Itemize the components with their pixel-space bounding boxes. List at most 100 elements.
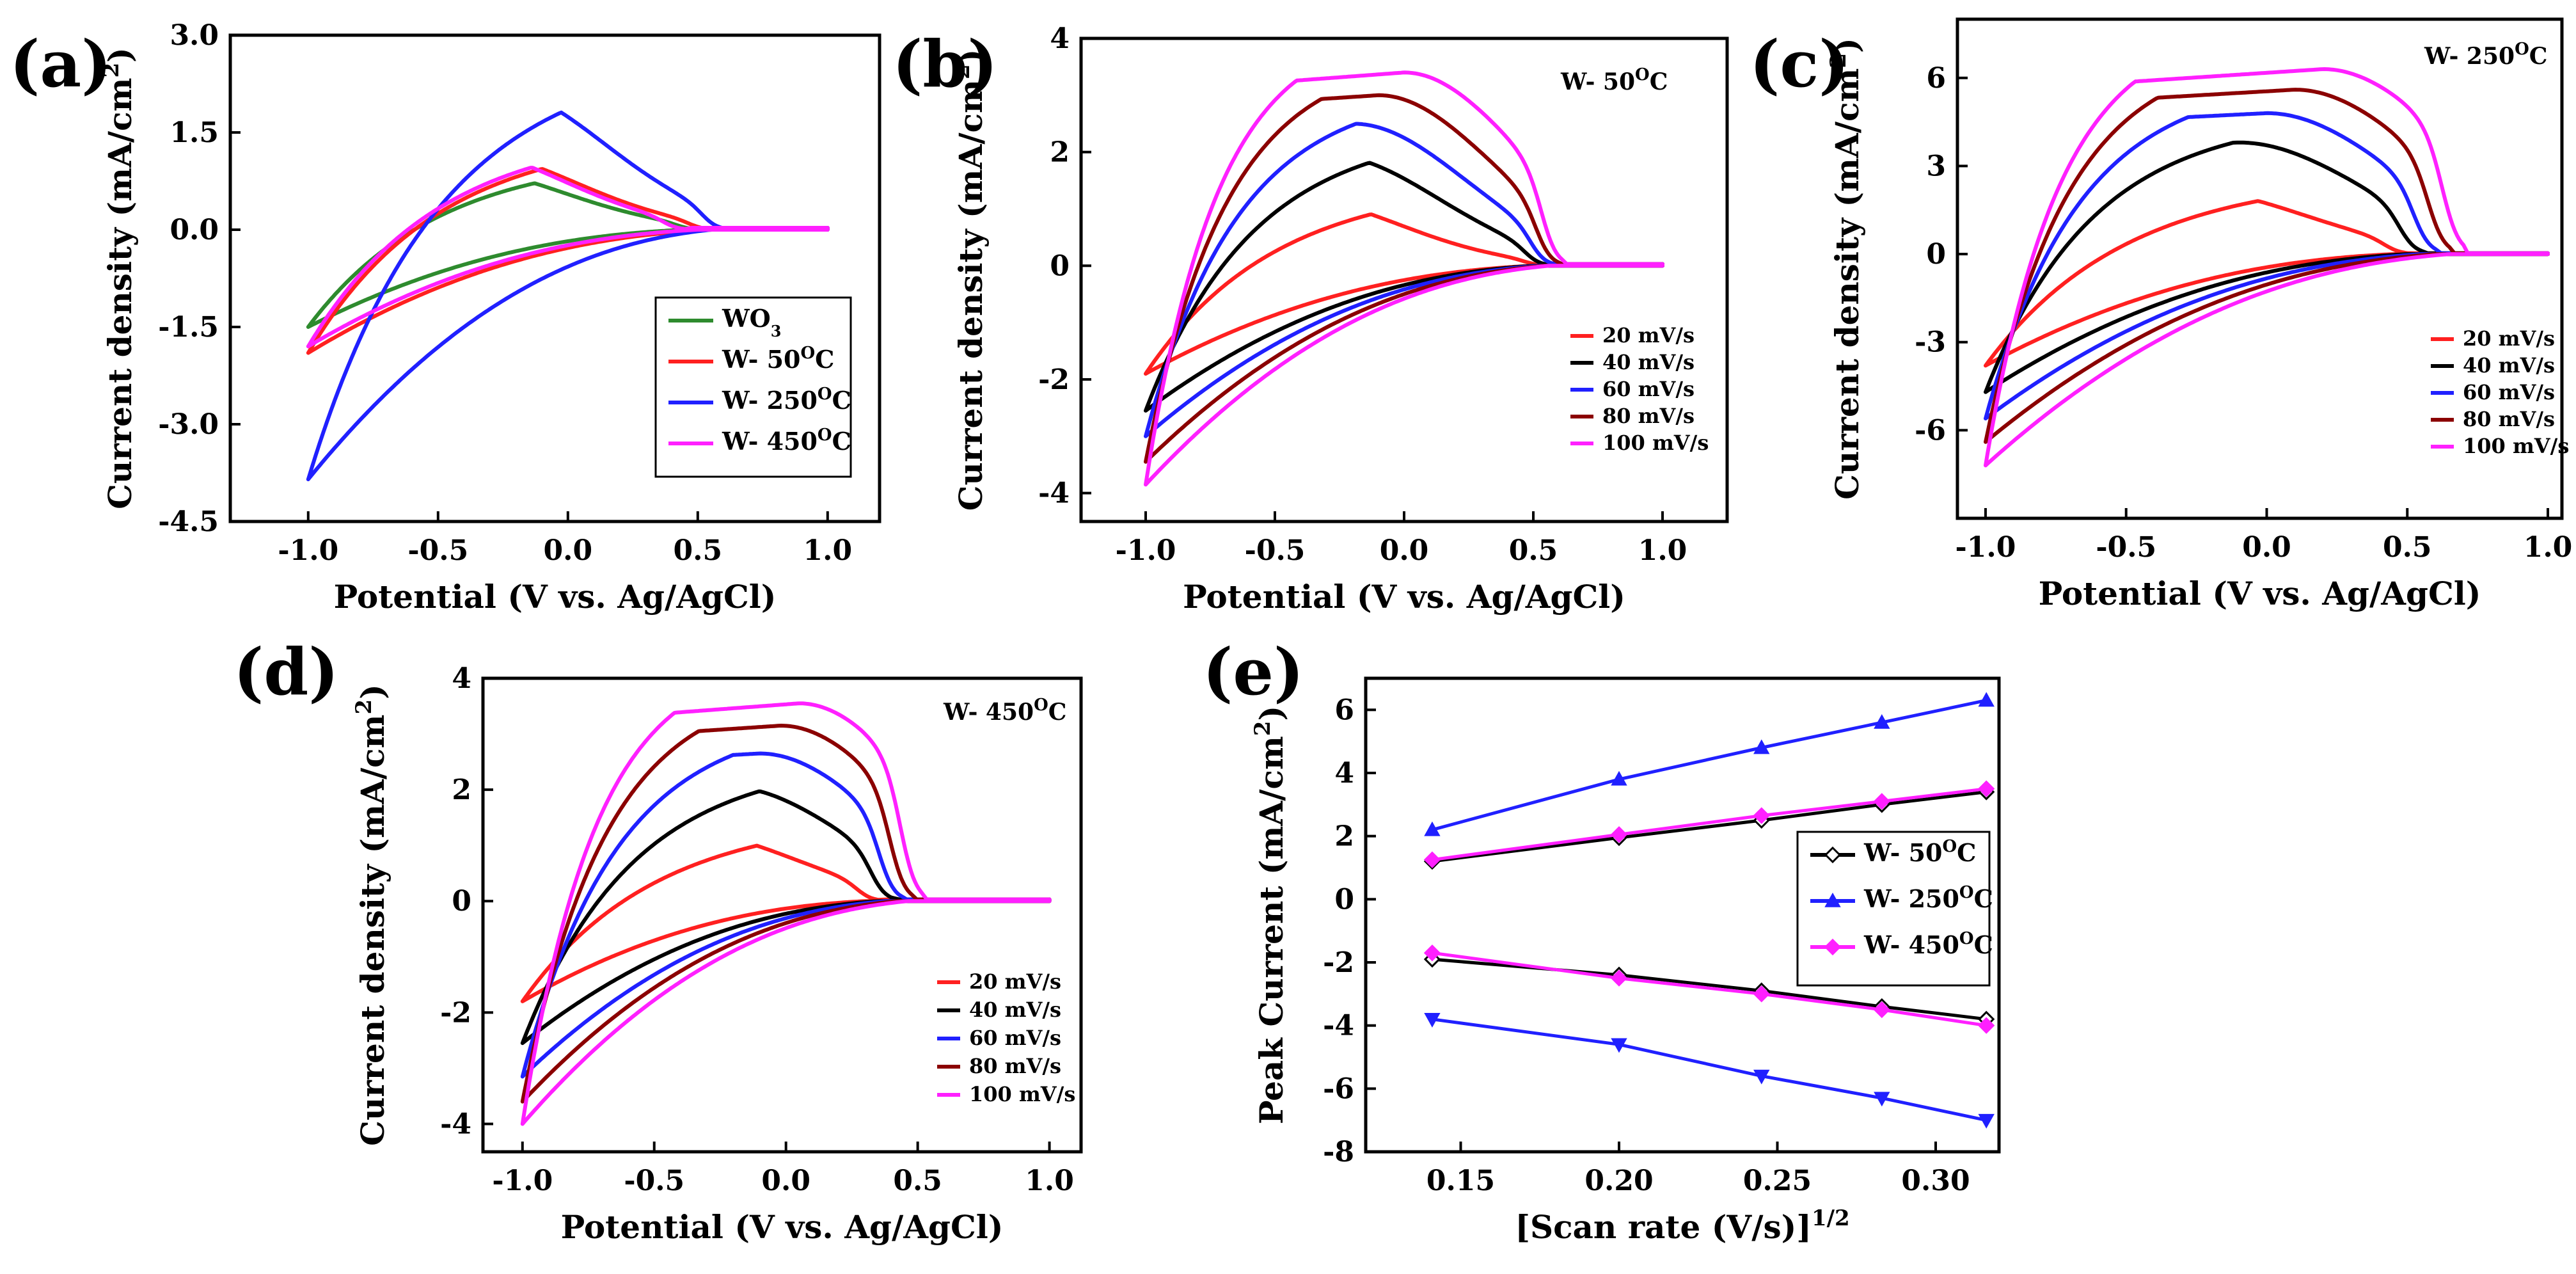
- y-tick-label: -6: [1323, 1072, 1354, 1105]
- legend-entry-label: 40 mV/s: [2463, 353, 2555, 378]
- sample-label: W- 450OC: [943, 696, 1066, 726]
- legend-entry-label: 60 mV/s: [1602, 377, 1695, 401]
- x-axis-label: Potential (V vs. Ag/AgCl): [561, 1208, 1004, 1246]
- data-point-marker: [1873, 793, 1890, 810]
- x-axis-label: [Scan rate (V/s)]1/2: [1515, 1206, 1849, 1246]
- legend-entry-label: 40 mV/s: [1602, 350, 1695, 374]
- legend: 20 mV/s 40 mV/s 60 mV/s 80 mV/s 100 mV/s: [1570, 323, 1709, 455]
- y-tick-label: -3: [1915, 326, 1946, 359]
- legend-entry-label: 20 mV/s: [969, 969, 1061, 994]
- legend-entry-label: 60 mV/s: [969, 1026, 1061, 1050]
- panel-d: (d) -1.0 -0.5 0.0 0.5 1.0 -4 -2 0 2 4 Potential (V …: [233, 634, 1083, 1246]
- legend-entry-label: W- 250OC: [722, 385, 851, 415]
- y-tick-label: -1.5: [158, 311, 219, 344]
- x-tick-label: 0.15: [1426, 1165, 1495, 1197]
- legend-entry-label: 100 mV/s: [969, 1082, 1075, 1106]
- data-point-marker: [1753, 985, 1770, 1003]
- x-tick-label: 0.0: [2242, 531, 2291, 564]
- data-point-marker: [1610, 826, 1628, 843]
- data-point-marker: [1753, 1069, 1770, 1085]
- x-tick-label: 0.5: [674, 534, 723, 567]
- y-tick-label: -2: [440, 996, 471, 1029]
- cv-curve-100-mv-s: [1144, 70, 1664, 487]
- data-point-marker: [1824, 938, 1842, 956]
- x-tick-label: -0.5: [624, 1165, 684, 1197]
- data-point-marker: [1611, 1038, 1627, 1053]
- y-tick-label: 4: [452, 662, 471, 695]
- legend: 20 mV/s 40 mV/s 60 mV/s 80 mV/s 100 mV/s: [937, 969, 1075, 1106]
- legend: W- 50OC W- 250OC W- 450OC: [1796, 831, 1993, 987]
- x-tick-label: -0.5: [1245, 534, 1306, 567]
- y-tick-label: 3.0: [170, 19, 219, 52]
- y-tick-label: -4: [440, 1108, 471, 1140]
- data-point-marker: [1978, 780, 1995, 797]
- panel-label: (e): [1203, 634, 1304, 710]
- y-tick-label: 0: [1050, 250, 1070, 282]
- plot-area: [1984, 67, 2550, 468]
- panel-b: (b) -1.0 -0.5 0.0 0.5 1.0 -4 -2 0 2 4 Potential (V …: [892, 22, 1729, 616]
- y-axis-label: Current density (mA/cm2): [351, 684, 391, 1146]
- data-point-marker: [1874, 714, 1890, 729]
- plot-area: [520, 701, 1052, 1126]
- series-line: [1432, 699, 1987, 832]
- x-tick-label: -0.5: [2096, 531, 2156, 564]
- plot-frame: [1956, 17, 2564, 520]
- legend-entry-label: W- 50OC: [1863, 837, 1976, 867]
- y-tick-label: 0.0: [170, 214, 219, 246]
- y-tick-label: 4: [1050, 22, 1070, 55]
- x-tick-label: 1.0: [1638, 534, 1687, 567]
- plot-frame: [1364, 676, 2001, 1154]
- y-tick-label: -4: [1323, 1010, 1354, 1042]
- y-tick-label: 0: [1334, 883, 1354, 916]
- legend-entry-label: W- 50OC: [722, 344, 834, 374]
- x-tick-label: 0.0: [1380, 534, 1429, 567]
- plot-frame: [228, 33, 881, 523]
- y-tick-label: 4: [1334, 757, 1354, 790]
- data-point-marker: [1874, 1092, 1890, 1107]
- y-tick-label: -2: [1323, 946, 1354, 979]
- panel-c: (c) -1.0 -0.5 0.0 0.5 1.0 -6 -3 0 3 6 Potential (V …: [1750, 17, 2573, 612]
- cv-curve-w-450: [306, 166, 830, 349]
- legend-entry-label: 60 mV/s: [2463, 380, 2555, 404]
- x-tick-label: 1.0: [803, 534, 853, 567]
- x-tick-label: -1.0: [278, 534, 338, 567]
- x-tick-label: -1.0: [492, 1165, 553, 1197]
- y-tick-label: 3: [1926, 150, 1946, 182]
- y-tick-label: 0: [452, 885, 471, 918]
- data-point-marker: [1824, 846, 1842, 864]
- y-tick-label: 6: [1926, 62, 1946, 95]
- legend-entry-label: 20 mV/s: [2463, 326, 2555, 351]
- legend-entry-label: 80 mV/s: [1602, 404, 1695, 428]
- cv-curve-100-mv-s: [1984, 67, 2550, 468]
- x-tick-label: 0.30: [1901, 1165, 1970, 1197]
- y-tick-label: -3.0: [158, 408, 219, 441]
- plot-area: [1144, 70, 1664, 487]
- sample-label: W- 50OC: [1560, 65, 1668, 95]
- cv-curve-100-mv-s: [520, 701, 1052, 1126]
- x-tick-label: 0.20: [1584, 1165, 1653, 1197]
- legend-entry-label: W- 450OC: [1863, 929, 1993, 959]
- x-axis-label: Potential (V vs. Ag/AgCl): [1183, 578, 1625, 616]
- y-tick-label: -6: [1915, 414, 1946, 447]
- y-axis-label: Current density (mA/cm2): [1826, 38, 1866, 500]
- legend-entry-label: 100 mV/s: [1602, 431, 1709, 455]
- data-point-marker: [1424, 1013, 1441, 1028]
- x-tick-label: 1.0: [1025, 1165, 1074, 1197]
- series-line: [1432, 1017, 1987, 1122]
- legend-entry-label: WO3: [722, 304, 781, 340]
- x-axis-label: Potential (V vs. Ag/AgCl): [2039, 575, 2481, 612]
- sample-label: W- 250OC: [2424, 40, 2547, 70]
- x-tick-label: 0.5: [893, 1165, 942, 1197]
- data-point-marker: [1978, 1017, 1995, 1034]
- x-tick-label: -1.0: [1116, 534, 1176, 567]
- legend-entry-label: 100 mV/s: [2463, 434, 2569, 458]
- x-tick-label: 0.0: [761, 1165, 810, 1197]
- data-point-marker: [1978, 1113, 1995, 1129]
- panel-label: (b): [892, 26, 998, 102]
- x-tick-label: 1.0: [2524, 531, 2573, 564]
- legend-entry-label: 80 mV/s: [969, 1054, 1061, 1078]
- data-point-marker: [1424, 821, 1441, 836]
- panel-label: (c): [1750, 26, 1849, 102]
- data-point-marker: [1753, 807, 1770, 824]
